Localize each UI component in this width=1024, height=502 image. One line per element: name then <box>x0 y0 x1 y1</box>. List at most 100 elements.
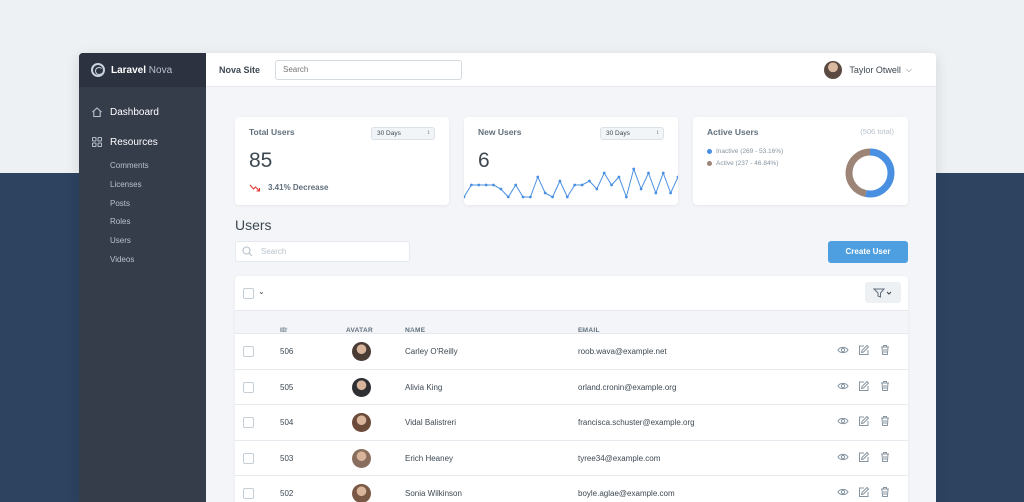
sparkline-point <box>536 175 540 179</box>
sparkline-point <box>521 195 525 199</box>
sidebar-item-comments[interactable]: Comments <box>110 161 149 170</box>
sparkline-point <box>499 187 503 191</box>
sidebar-item-label: Dashboard <box>110 106 159 118</box>
range-select[interactable]: 30 Days ↕ <box>600 127 664 140</box>
row-actions <box>837 451 891 463</box>
edit-icon[interactable] <box>858 486 870 498</box>
sparkline-point <box>595 187 599 191</box>
eye-icon[interactable] <box>837 415 849 427</box>
sparkline-point <box>647 171 650 175</box>
edit-icon[interactable] <box>858 380 870 392</box>
sidebar-item-resources[interactable]: Resources <box>79 127 206 157</box>
eye-icon[interactable] <box>837 451 849 463</box>
row-checkbox[interactable] <box>243 346 254 357</box>
avatar <box>352 413 371 432</box>
range-select[interactable]: 30 Days ↕ <box>371 127 435 140</box>
user-email: tyree34@example.com <box>578 453 661 463</box>
users-table: ⌄ ID ⇵ AVATAR NAME ⇵ EMAIL ⇵ 506 Carley O'R… <box>235 276 908 502</box>
grid-icon <box>92 137 102 147</box>
total-count: (506 total) <box>860 127 894 136</box>
users-search-input[interactable]: Search <box>235 241 410 262</box>
row-actions <box>837 415 891 427</box>
table-row[interactable]: 505 Alivia King orland.cronin@example.or… <box>235 370 908 405</box>
user-email: roob.wava@example.net <box>578 347 667 356</box>
row-checkbox[interactable] <box>243 452 254 464</box>
select-all-checkbox[interactable] <box>243 288 254 299</box>
sidebar-item-dashboard[interactable]: Dashboard <box>79 97 206 127</box>
metric-value: 6 <box>478 149 490 172</box>
table-row[interactable]: 506 Carley O'Reilly roob.wava@example.ne… <box>235 334 908 370</box>
sparkline-point <box>669 191 673 195</box>
sparkline-point <box>639 187 643 191</box>
user-name[interactable]: Carley O'Reilly <box>405 347 458 356</box>
row-checkbox[interactable] <box>243 417 254 428</box>
trash-icon[interactable] <box>879 451 891 463</box>
table-body: 506 Carley O'Reilly roob.wava@example.ne… <box>235 334 908 502</box>
select-arrows-icon: ↕ <box>427 130 430 136</box>
table-row[interactable]: 503 Erich Heaney tyree34@example.com <box>235 441 908 476</box>
sidebar-item-videos[interactable]: Videos <box>110 254 135 264</box>
filter-button[interactable] <box>865 282 901 303</box>
sidebar-item-licenses[interactable]: Licenses <box>110 179 142 189</box>
row-actions <box>837 344 891 356</box>
sparkline-point <box>514 183 518 187</box>
trash-icon[interactable] <box>879 380 891 392</box>
global-search-input[interactable] <box>275 59 462 80</box>
table-row[interactable]: 502 Sonia Wilkinson boyle.aglae@example.… <box>235 476 908 502</box>
user-name[interactable]: Vidal Balistreri <box>405 418 456 427</box>
sparkline-point <box>543 191 547 195</box>
card-title: Active Users <box>707 127 759 137</box>
site-name[interactable]: Nova Site <box>219 64 261 75</box>
sparkline-point <box>676 175 678 179</box>
select-arrows-icon: ↕ <box>656 130 659 136</box>
user-name[interactable]: Erich Heaney <box>405 453 454 463</box>
sparkline-point <box>588 179 591 183</box>
create-user-button[interactable]: Create User <box>828 241 908 263</box>
sort-icon: ⇵ <box>408 328 414 334</box>
sparkline-point <box>464 195 466 199</box>
brand[interactable]: Laravel Nova <box>79 53 206 87</box>
trash-icon[interactable] <box>879 486 891 498</box>
user-id: 502 <box>280 489 294 498</box>
edit-icon[interactable] <box>858 344 870 356</box>
sidebar-item-roles[interactable]: Roles <box>110 217 131 227</box>
edit-icon[interactable] <box>858 415 870 427</box>
user-id: 506 <box>280 347 294 356</box>
sidebar-item-posts[interactable]: Posts <box>110 198 131 208</box>
sparkline-point <box>602 171 606 175</box>
user-name[interactable]: Sonia Wilkinson <box>405 489 462 498</box>
active-users-donut <box>845 148 895 198</box>
user-menu[interactable]: Taylor Otwell ⌵ <box>824 60 912 79</box>
avatar <box>824 60 843 79</box>
sidebar-item-users[interactable]: Users <box>110 236 131 246</box>
sparkline-point <box>580 183 584 187</box>
user-email: orland.cronin@example.org <box>578 382 677 392</box>
chevron-down-icon[interactable]: ⌄ <box>258 287 265 296</box>
sidebar: Laravel Nova Dashboard Resources Comment… <box>79 53 206 502</box>
user-name[interactable]: Alivia King <box>405 382 443 392</box>
eye-icon[interactable] <box>837 486 849 498</box>
donut-slice-inactive <box>865 148 895 198</box>
sparkline-point <box>477 183 481 187</box>
chevron-down-icon: ⌵ <box>905 64 912 74</box>
eye-icon[interactable] <box>837 344 849 356</box>
avatar <box>352 377 371 397</box>
sparkline-line <box>464 167 678 199</box>
row-checkbox[interactable] <box>243 381 254 393</box>
sparkline-point <box>654 191 658 195</box>
eye-icon[interactable] <box>837 380 849 392</box>
avatar <box>352 484 371 502</box>
user-id: 505 <box>280 382 294 392</box>
trash-icon[interactable] <box>879 344 891 356</box>
sparkline-point <box>492 183 495 187</box>
row-actions <box>837 380 891 392</box>
trend-indicator: 3.41% Decrease <box>249 183 329 192</box>
top-header: Nova Site Taylor Otwell ⌵ <box>206 53 936 87</box>
trash-icon[interactable] <box>879 415 891 427</box>
user-id: 504 <box>280 418 294 427</box>
table-row[interactable]: 504 Vidal Balistreri francisca.schuster@… <box>235 405 908 441</box>
row-checkbox[interactable] <box>243 488 254 499</box>
sort-icon: ⇵ <box>581 328 587 334</box>
edit-icon[interactable] <box>858 451 870 463</box>
sparkline-point <box>565 195 569 199</box>
